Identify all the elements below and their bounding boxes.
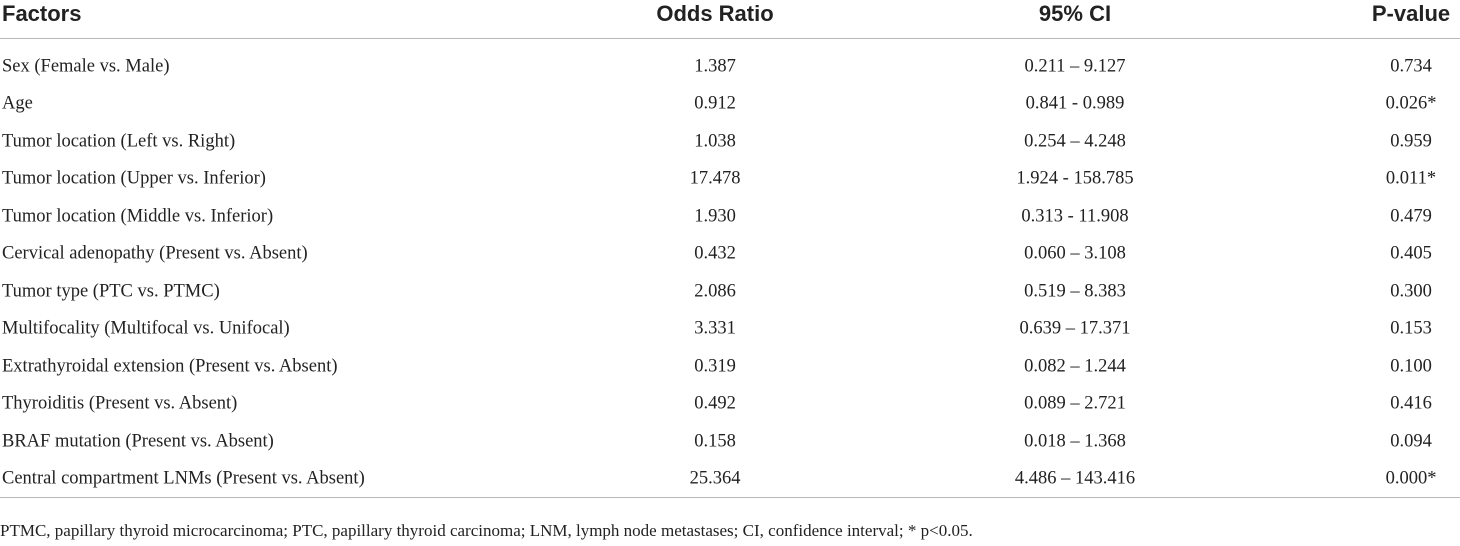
table-cell: 0.158 [694, 431, 736, 451]
table-cell: 0.841 - 0.989 [1025, 93, 1125, 114]
table-cell: 0.018 – 1.368 [1024, 431, 1126, 451]
table-cell: 0.000* [1385, 468, 1437, 489]
header-rule [0, 38, 1460, 39]
table-cell: 0.011* [1385, 168, 1437, 189]
row-label: Cervical adenopathy (Present vs. Absent) [2, 243, 308, 264]
row-label: Central compartment LNMs (Present vs. Ab… [2, 468, 365, 489]
row-label: Tumor location (Left vs. Right) [2, 131, 236, 152]
table-cell: 0.094 [1390, 431, 1432, 451]
header-cell: P-value [1371, 1, 1451, 26]
table-cell: 0.479 [1390, 206, 1432, 227]
table-cell: 1.924 - 158.785 [1016, 168, 1134, 189]
table-cell: 0.300 [1390, 281, 1432, 302]
bottom-rule [0, 497, 1460, 498]
row-label: Sex (Female vs. Male) [2, 56, 170, 77]
table-cell: 17.478 [689, 168, 741, 189]
header-cell: 95% CI [1038, 1, 1112, 26]
table-cell: 0.089 – 2.721 [1024, 393, 1126, 414]
table-cell: 0.734 [1390, 56, 1432, 77]
row-label: Multifocality (Multifocal vs. Unifocal) [2, 318, 290, 339]
table-cell: 0.912 [694, 93, 736, 114]
row-label: Thyroiditis (Present vs. Absent) [2, 393, 238, 414]
table-cell: 0.313 - 11.908 [1021, 206, 1129, 227]
table-cell: 2.086 [694, 281, 736, 302]
table-cell: 3.331 [694, 318, 736, 339]
table-cell: 0.432 [694, 243, 736, 264]
table-cell: 0.082 – 1.244 [1024, 356, 1126, 377]
table-cell: 0.959 [1390, 131, 1432, 152]
row-label: Tumor location (Upper vs. Inferior) [2, 168, 266, 189]
row-label: Tumor type (PTC vs. PTMC) [2, 281, 220, 302]
row-label: Extrathyroidal extension (Present vs. Ab… [2, 356, 338, 377]
table-cell: 0.211 – 9.127 [1024, 56, 1126, 77]
table-cell: 0.100 [1390, 356, 1432, 377]
row-label: Tumor location (Middle vs. Inferior) [2, 206, 274, 227]
table-cell: 0.026* [1385, 93, 1437, 114]
table-cell: 0.519 – 8.383 [1024, 281, 1126, 302]
header-cell: Factors [2, 1, 82, 26]
table-cell: 4.486 – 143.416 [1014, 468, 1136, 489]
table-cell: 25.364 [689, 468, 741, 489]
table-cell: 1.930 [694, 206, 736, 227]
table-cell: 0.153 [1390, 318, 1432, 339]
table-cell: 1.387 [694, 56, 736, 77]
table-cell: 0.405 [1390, 243, 1432, 264]
table-cell: 0.492 [694, 393, 736, 414]
table-cell: 0.319 [694, 356, 736, 377]
table-cell: 0.254 – 4.248 [1024, 131, 1126, 152]
table-cell: 0.639 – 17.371 [1019, 318, 1131, 339]
row-label: BRAF mutation (Present vs. Absent) [2, 431, 274, 451]
header-cell: Odds Ratio [656, 1, 774, 26]
row-label: Age [2, 93, 33, 114]
table-cell: 1.038 [694, 131, 736, 152]
table-cell: 0.060 – 3.108 [1024, 243, 1126, 264]
table-cell: 0.416 [1390, 393, 1432, 414]
footnote: PTMC, papillary thyroid microcarcinoma; … [0, 521, 973, 540]
